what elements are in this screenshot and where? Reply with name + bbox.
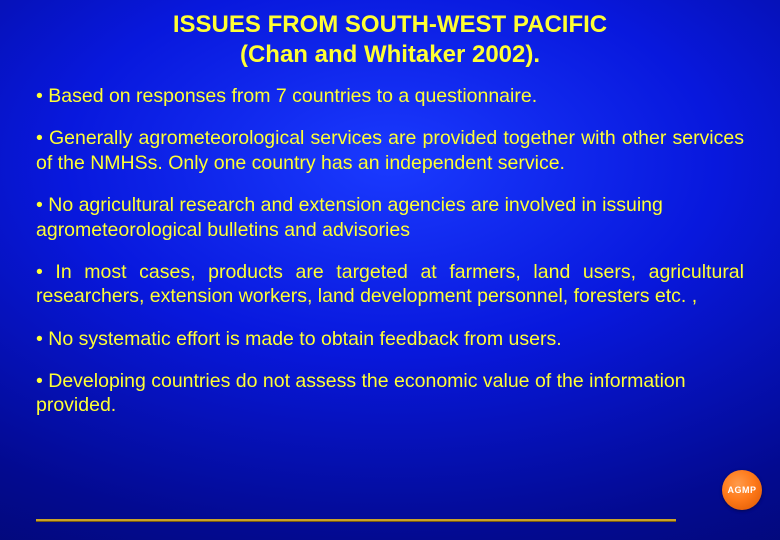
bullet-2: • Generally agrometeorological services … [36, 126, 744, 175]
bullet-4: • In most cases, products are targeted a… [36, 260, 744, 309]
slide: ISSUES FROM SOUTH-WEST PACIFIC (Chan and… [0, 0, 780, 540]
slide-title: ISSUES FROM SOUTH-WEST PACIFIC (Chan and… [36, 10, 744, 70]
agmp-badge: AGMP [722, 470, 762, 510]
agmp-badge-label: AGMP [728, 485, 757, 495]
bullet-3: • No agricultural research and extension… [36, 193, 744, 242]
bullet-6: • Developing countries do not assess the… [36, 369, 744, 418]
bullet-1: • Based on responses from 7 countries to… [36, 84, 744, 108]
footer-divider [36, 519, 676, 522]
bullet-5: • No systematic effort is made to obtain… [36, 327, 744, 351]
title-line-2: (Chan and Whitaker 2002). [240, 41, 540, 68]
title-line-1: ISSUES FROM SOUTH-WEST PACIFIC [173, 11, 607, 38]
